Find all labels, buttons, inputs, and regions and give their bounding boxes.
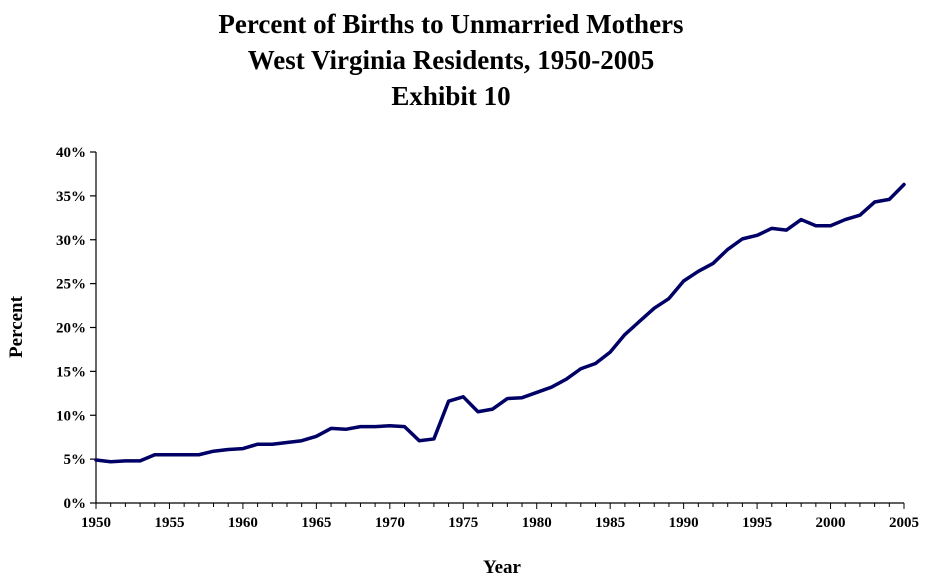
x-tick-label: 1955 [154,515,184,531]
y-axis-title: Percent [6,295,27,358]
x-tick-label: 1970 [375,515,405,531]
y-tick-label: 20% [56,321,86,337]
x-axis-title: Year [483,557,522,578]
x-tick-label: 1965 [301,515,331,531]
y-tick-label: 0% [64,496,87,512]
y-tick-label: 30% [56,233,86,249]
plot-area [94,182,906,464]
x-tick-label: 1985 [595,515,625,531]
chart-subtitle: West Virginia Residents, 1950-2005 [247,45,655,75]
y-axis-ticks: 0% 5% 10% 15% 20% 25% 30% 35% 40% [56,145,96,512]
x-tick-label: 1990 [669,515,699,531]
y-tick-label: 15% [56,364,86,380]
x-tick-label: 1995 [742,515,772,531]
y-tick-label: 40% [56,145,86,161]
y-tick-label: 25% [56,277,86,293]
series-line [94,182,906,464]
x-tick-label: 2005 [889,515,919,531]
x-tick-label: 1980 [522,515,552,531]
x-tick-label: 1950 [81,515,111,531]
x-tick-label: 1975 [448,515,478,531]
x-axis-ticks: 1950 1955 1960 1965 1970 1975 1980 1985 1990 1995… [81,503,919,531]
y-tick-label: 10% [56,408,86,424]
chart-title: Percent of Births to Unmarried Mothers [218,9,684,39]
x-tick-label: 2000 [816,515,846,531]
x-tick-label: 1960 [228,515,258,531]
chart-exhibit-label: Exhibit 10 [391,81,511,111]
y-tick-label: 5% [64,452,87,468]
y-tick-label: 35% [56,189,86,205]
